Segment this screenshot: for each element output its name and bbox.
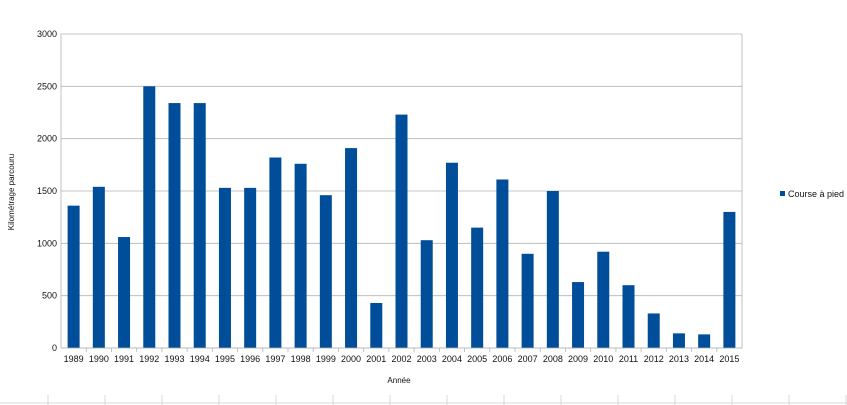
x-tick-label: 1998 [291,354,311,364]
x-tick-label: 1997 [265,354,285,364]
bar-1996 [244,187,257,348]
x-tick-label: 1993 [164,354,184,364]
y-tick-label: 1500 [37,186,57,196]
x-tick-label: 1999 [316,354,336,364]
legend: Course à pied [780,189,844,199]
bar-2012 [647,313,660,348]
y-tick-label: 500 [42,291,57,301]
y-tick-label: 2000 [37,134,57,144]
x-tick-label: 2014 [694,354,714,364]
bar-1993 [168,103,181,348]
bar-1990 [92,186,105,348]
x-tick-label: 1991 [114,354,134,364]
bar-2002 [395,114,408,349]
x-tick-label: 2006 [492,354,512,364]
bar-1995 [218,187,231,348]
y-axis-title: Kilométrage parcouru [7,154,16,230]
bottom-strip [0,395,847,405]
x-tick-label: 1996 [240,354,260,364]
x-tick-label: 2008 [543,354,563,364]
x-tick-label: 2009 [568,354,588,364]
bar-1998 [294,163,307,348]
y-tick-label: 2500 [37,81,57,91]
x-tick-label: 1992 [139,354,159,364]
x-tick-label: 2001 [366,354,386,364]
x-axis-title: Année [387,376,411,385]
y-tick-label: 1000 [37,238,57,248]
x-tick-label: 1995 [215,354,235,364]
x-tick-label: 2002 [391,354,411,364]
x-tick-label: 2012 [644,354,664,364]
bar-1997 [269,157,282,348]
bar-2011 [622,285,635,348]
x-tick-label: 2007 [518,354,538,364]
bar-2006 [496,179,509,348]
bars [67,86,736,349]
x-tick-label: 2000 [341,354,361,364]
bar-1992 [143,86,156,348]
x-tick-label: 1989 [64,354,84,364]
x-tick-label: 2015 [719,354,739,364]
bar-2008 [546,191,559,348]
legend-label: Course à pied [788,189,844,199]
y-tick-label: 3000 [37,29,57,39]
bar-2013 [672,333,685,348]
bar-2004 [445,162,458,348]
x-tick-label: 2005 [467,354,487,364]
bar-2007 [521,253,534,348]
x-tick-label: 1994 [190,354,210,364]
x-tick-label: 2011 [619,354,638,364]
bar-2001 [370,302,383,348]
bar-2015 [723,211,736,348]
x-tick-label: 1990 [89,354,109,364]
bar-2010 [597,251,610,348]
bar-1994 [193,103,206,348]
bar-1991 [118,237,131,348]
axes [60,34,743,352]
bar-1999 [319,195,332,348]
legend-swatch [780,191,785,196]
x-tick-label: 2013 [669,354,689,364]
bar-2009 [572,282,585,348]
y-tick-labels: 0 500 1000 1500 2000 2500 3000 [37,29,57,353]
bar-2000 [345,148,358,348]
x-tick-label: 2004 [442,354,462,364]
bar-1989 [67,205,80,348]
x-tick-labels: 1989 1990 1991 1992 1993 1994 1995 1996 1997 1998… [64,354,740,364]
bar-2014 [698,334,711,348]
y-tick-label: 0 [52,343,57,353]
x-tick-label: 2003 [417,354,437,364]
x-tick-label: 2010 [593,354,613,364]
bar-2003 [420,240,433,348]
bar-2005 [471,227,484,348]
